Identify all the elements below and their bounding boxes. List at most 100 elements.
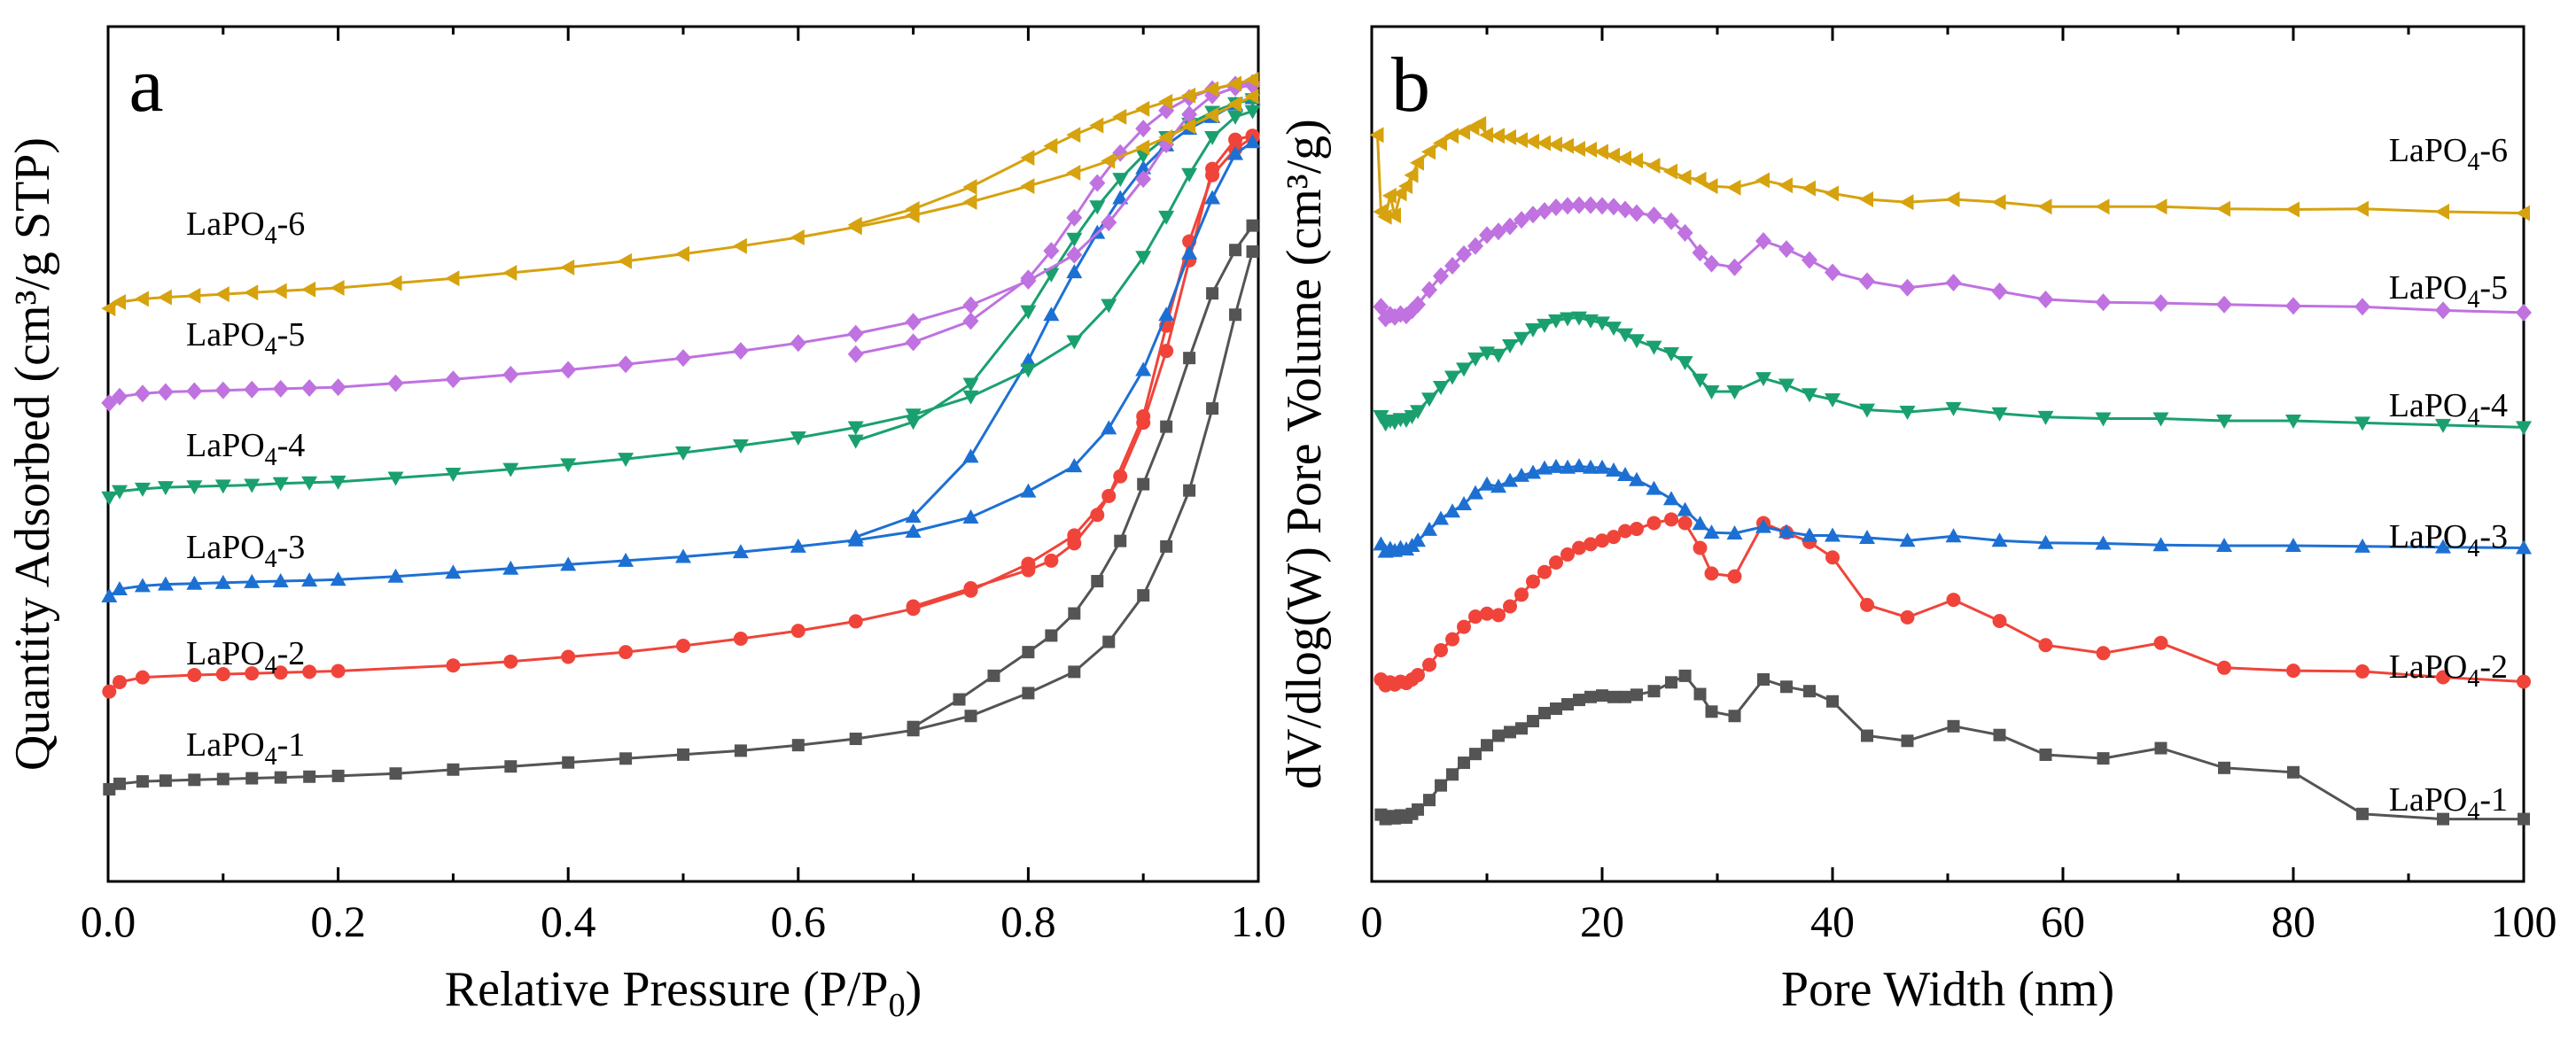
data-point — [618, 552, 634, 567]
data-point — [1663, 212, 1679, 230]
data-point — [1480, 606, 1494, 621]
data-point — [330, 378, 346, 397]
data-point — [1244, 134, 1261, 149]
data-point — [1899, 406, 1916, 421]
data-point — [790, 431, 806, 446]
data-point — [1181, 105, 1198, 124]
data-point — [2518, 812, 2530, 826]
data-point — [273, 665, 288, 680]
data-point — [2095, 293, 2112, 312]
data-point — [111, 580, 128, 595]
data-point — [1043, 268, 1060, 283]
data-point — [1802, 527, 1817, 542]
data-point — [675, 548, 691, 563]
data-point — [1802, 180, 1816, 197]
data-point — [1677, 169, 1692, 186]
data-point — [216, 772, 230, 786]
data-point — [1646, 480, 1662, 495]
data-point — [1490, 128, 1505, 144]
data-point — [1859, 190, 1873, 207]
series-lapo4-3 — [1373, 458, 2532, 558]
data-point — [1549, 555, 1563, 570]
data-point — [1433, 381, 1449, 395]
data-point — [1066, 232, 1083, 247]
data-point — [2217, 660, 2231, 675]
data-point — [1571, 196, 1587, 214]
data-point — [1102, 635, 1116, 648]
data-point — [1537, 202, 1553, 221]
data-point — [214, 574, 231, 589]
series-line-curve — [1380, 204, 2525, 321]
data-point — [1022, 646, 1035, 659]
data-point — [1619, 690, 1631, 703]
data-point — [962, 448, 979, 463]
data-point — [1101, 420, 1117, 435]
data-point — [560, 458, 577, 473]
data-point — [1991, 194, 2006, 211]
data-point — [1112, 190, 1129, 205]
data-point — [1899, 278, 1916, 297]
data-point — [157, 289, 172, 306]
data-point — [1560, 137, 1574, 154]
data-point — [964, 710, 977, 723]
data-point — [445, 270, 460, 287]
data-point — [1421, 521, 1437, 536]
data-point — [1663, 163, 1677, 180]
data-point — [1607, 530, 1621, 545]
data-point — [790, 334, 806, 353]
series-label: LaPO4-2 — [186, 635, 305, 679]
data-point — [1583, 141, 1597, 158]
data-point — [1693, 687, 1707, 701]
data-point — [2286, 664, 2300, 679]
data-point — [1435, 779, 1447, 792]
data-point — [1560, 459, 1576, 474]
data-point — [2435, 204, 2449, 220]
x-tick-label: 0.4 — [541, 896, 596, 946]
data-point — [1677, 516, 1693, 531]
data-point — [1548, 458, 1564, 473]
data-point — [1514, 211, 1529, 229]
series-line-desorption — [912, 224, 1254, 728]
data-point — [1490, 222, 1506, 241]
data-point — [1860, 597, 1874, 612]
data-point — [244, 573, 261, 588]
data-point — [1945, 528, 1962, 543]
data-point — [1527, 715, 1539, 728]
series-label: LaPO4-6 — [186, 206, 305, 250]
data-point — [1479, 127, 1493, 144]
data-point — [157, 576, 174, 591]
series-line-adsorption — [108, 141, 1254, 598]
data-point — [1502, 472, 1518, 487]
data-point — [2354, 416, 2370, 431]
data-point — [1778, 524, 1794, 539]
series-label: LaPO4-4 — [186, 427, 305, 471]
data-point — [2435, 539, 2451, 554]
plot-frame — [1370, 25, 2525, 883]
data-point — [274, 771, 287, 784]
data-point — [1802, 388, 1817, 403]
data-point — [1137, 589, 1150, 602]
data-point — [302, 664, 317, 679]
data-point — [2517, 674, 2531, 689]
data-point — [847, 421, 864, 436]
data-point — [1704, 566, 1719, 581]
data-point — [1703, 384, 1720, 400]
data-point — [1560, 197, 1576, 215]
data-point — [504, 760, 518, 773]
data-point — [502, 265, 518, 282]
data-point — [1677, 355, 1693, 370]
data-point — [1369, 127, 1384, 144]
data-point — [1692, 516, 1708, 531]
data-point — [330, 279, 345, 296]
data-point — [1066, 208, 1083, 227]
data-point — [101, 393, 118, 412]
data-point — [2097, 752, 2110, 765]
data-point — [1387, 207, 1401, 224]
data-point — [619, 752, 633, 765]
data-point — [1020, 305, 1037, 320]
data-point — [1537, 460, 1553, 475]
data-point — [1664, 512, 1678, 527]
data-point — [1490, 478, 1506, 493]
data-point — [1899, 194, 1914, 211]
